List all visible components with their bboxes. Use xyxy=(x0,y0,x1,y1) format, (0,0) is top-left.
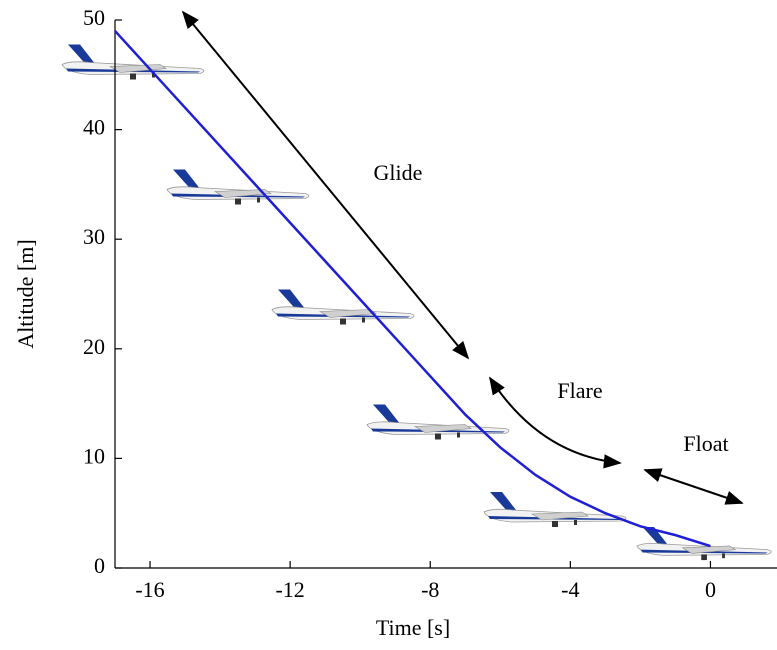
y-tick-label: 20 xyxy=(83,334,105,359)
airplane-image xyxy=(483,491,627,528)
airplane-image xyxy=(271,288,415,326)
glide-arrow xyxy=(181,10,470,360)
x-tick-label: 0 xyxy=(705,577,716,602)
airplane-image xyxy=(166,168,310,206)
float-arrow xyxy=(643,468,744,505)
y-tick-label: 50 xyxy=(83,5,105,30)
data-line xyxy=(114,30,711,548)
y-tick-label: 40 xyxy=(83,115,105,140)
airplanes xyxy=(61,43,772,561)
annotation: Flare xyxy=(557,378,602,403)
y-tick-label: 10 xyxy=(83,443,105,468)
x-tick-label: -12 xyxy=(275,577,304,602)
y-tick-label: 30 xyxy=(83,224,105,249)
annotation: Float xyxy=(683,431,728,456)
x-tick-label: -4 xyxy=(561,577,579,602)
phase-arrows xyxy=(181,10,744,505)
annotation: Glide xyxy=(374,160,423,185)
y-axis-label: Altitude [m] xyxy=(13,239,38,348)
x-axis-label: Time [s] xyxy=(376,615,450,640)
x-tick-label: -8 xyxy=(421,577,439,602)
x-tick-label: -16 xyxy=(135,577,164,602)
y-tick-label: 0 xyxy=(94,553,105,578)
flare-arrow xyxy=(489,376,622,469)
